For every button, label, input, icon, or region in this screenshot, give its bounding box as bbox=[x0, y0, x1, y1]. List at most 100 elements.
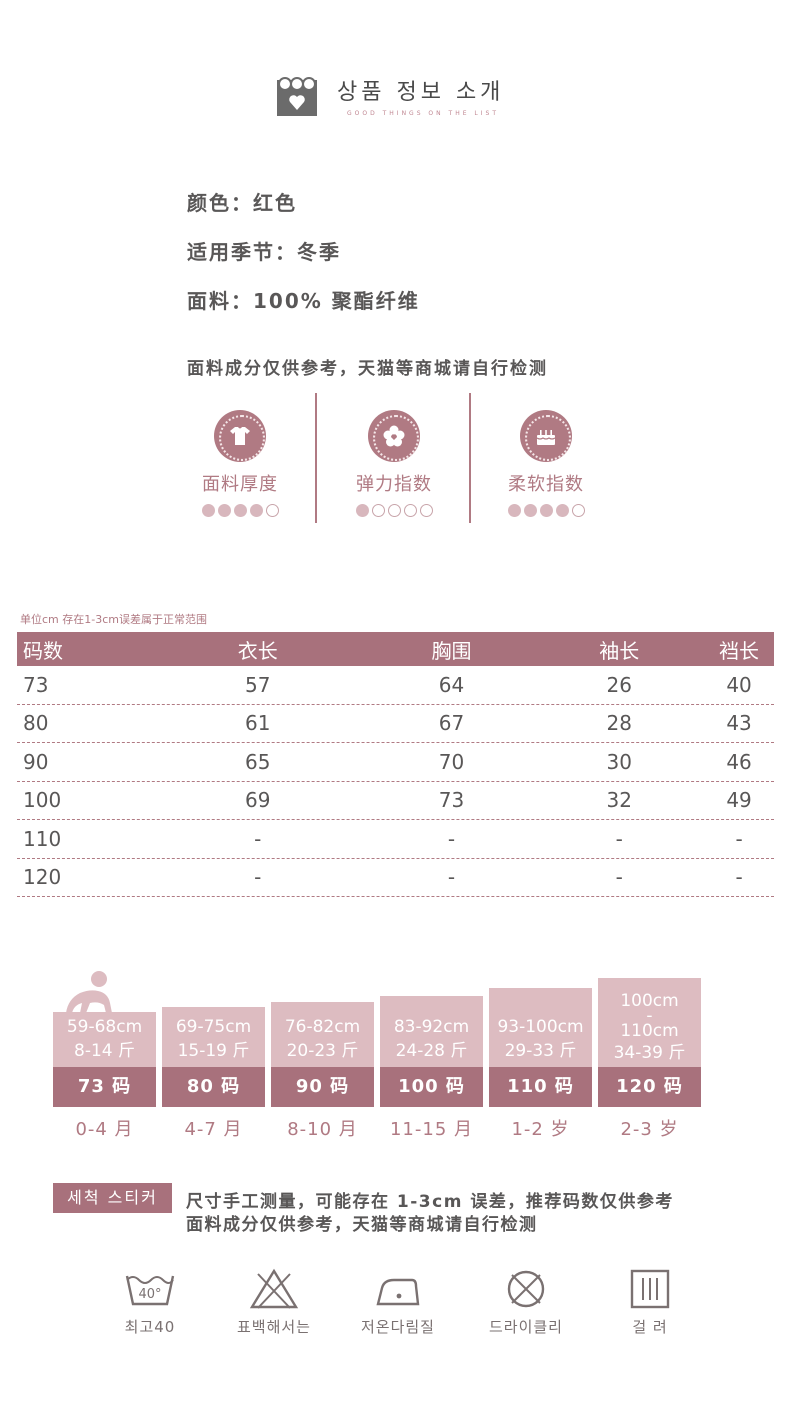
table-cell: 49 bbox=[726, 788, 752, 813]
season-value: 冬季 bbox=[297, 240, 341, 264]
size-bar: 93-100cm 29-33 斤 110 码 1-2 岁 bbox=[489, 988, 592, 1141]
size-code: 110 码 bbox=[489, 1067, 592, 1107]
height-range: 100cm bbox=[620, 991, 679, 1011]
size-code: 90 码 bbox=[271, 1067, 374, 1107]
table-cell: 30 bbox=[606, 749, 632, 774]
rating-dot-filled bbox=[217, 504, 231, 517]
table-cell: 80 bbox=[23, 711, 49, 736]
height-range: 59-68cm bbox=[66, 1017, 143, 1037]
size-code: 100 码 bbox=[380, 1067, 483, 1107]
age-range: 1-2 岁 bbox=[511, 1119, 570, 1140]
size-bar-range: 93-100cm 29-33 斤 bbox=[489, 988, 592, 1067]
divider bbox=[315, 393, 317, 523]
table-cell: 40 bbox=[726, 672, 752, 697]
divider bbox=[469, 393, 471, 523]
tip-line-1: 尺寸手工测量，可能存在 1-3cm 误差，推荐码数仅供参考 bbox=[186, 1192, 674, 1212]
table-cell: 65 bbox=[245, 749, 271, 774]
care-label: 걸 려 bbox=[632, 1318, 668, 1336]
rating-dots bbox=[170, 504, 310, 517]
height-range: 76-82cm bbox=[284, 1017, 361, 1037]
table-cell: - bbox=[447, 826, 456, 851]
weight-range: 24-28 斤 bbox=[395, 1041, 468, 1061]
weight-range: 20-23 斤 bbox=[286, 1041, 359, 1061]
rating-dot-empty bbox=[419, 504, 433, 517]
table-cell: - bbox=[735, 826, 743, 851]
rating-dots bbox=[476, 504, 616, 517]
table-cell: 57 bbox=[245, 672, 271, 697]
fabric-disclaimer: 面料成分仅供参考，天猫等商城请自行检测 bbox=[187, 359, 548, 379]
care-label: 표백해서는 bbox=[236, 1318, 311, 1336]
height-range-dash: - bbox=[646, 1006, 653, 1026]
table-cell: 46 bbox=[726, 749, 752, 774]
color-label: 颜色： bbox=[187, 191, 253, 215]
care-label: 최고40 bbox=[124, 1318, 176, 1336]
color-line: 颜色：红色 bbox=[187, 187, 297, 216]
table-row: 73 57 64 26 40 bbox=[17, 666, 774, 705]
weight-range: 29-33 斤 bbox=[504, 1041, 577, 1061]
table-cell: 32 bbox=[606, 788, 632, 813]
size-code: 120 码 bbox=[598, 1067, 701, 1107]
feature-label: 弹力指数 bbox=[356, 474, 432, 495]
care-label: 드라이클리 bbox=[488, 1318, 563, 1336]
age-range: 8-10 月 bbox=[287, 1119, 358, 1140]
table-cell: 43 bbox=[726, 711, 752, 736]
size-bar-range: 69-75cm 15-19 斤 bbox=[162, 1007, 265, 1067]
table-cell: 61 bbox=[245, 711, 271, 736]
care-dry: 걸 려 bbox=[600, 1268, 700, 1337]
height-range: 83-92cm bbox=[393, 1017, 470, 1037]
table-cell: 73 bbox=[438, 788, 465, 813]
tip-line-2: 面料成分仅供参考，天猫等商城请自行检测 bbox=[186, 1215, 538, 1235]
size-bar: 100cm - 110cm 34-39 斤 120 码 2-3 岁 bbox=[598, 978, 701, 1141]
age-range: 0-4 月 bbox=[75, 1119, 134, 1140]
age-range: 2-3 岁 bbox=[620, 1119, 679, 1140]
table-row: 100 69 73 32 49 bbox=[17, 782, 774, 820]
care-label: 저온다림질 bbox=[360, 1318, 435, 1336]
care-bleach: 표백해서는 bbox=[224, 1268, 324, 1337]
size-code: 80 码 bbox=[162, 1067, 265, 1107]
rating-dot-filled bbox=[523, 504, 537, 517]
no-dryclean-icon bbox=[507, 1270, 545, 1308]
table-cell: - bbox=[447, 865, 456, 890]
age-range: 4-7 月 bbox=[184, 1119, 243, 1140]
size-bar-range: 59-68cm 8-14 斤 bbox=[53, 1012, 156, 1067]
size-bar-range: 83-92cm 24-28 斤 bbox=[380, 996, 483, 1067]
fabric-line: 面料：100% 聚酯纤维 bbox=[187, 285, 420, 314]
size-bar: 59-68cm 8-14 斤 73 码 0-4 月 bbox=[53, 1012, 156, 1141]
height-range: 69-75cm bbox=[175, 1017, 252, 1037]
rating-dot-filled bbox=[355, 504, 369, 517]
header-cell: 裆长 bbox=[719, 638, 760, 663]
header-cell: 码数 bbox=[23, 638, 63, 663]
table-row: 110 - - - - bbox=[17, 820, 774, 859]
height-range: 93-100cm bbox=[497, 1017, 584, 1037]
table-cell: - bbox=[254, 865, 262, 890]
table-cell: 90 bbox=[23, 749, 49, 774]
brand-logo-icon bbox=[277, 76, 317, 116]
cake-icon bbox=[520, 410, 572, 462]
table-row: 80 61 67 28 43 bbox=[17, 705, 774, 743]
weight-range: 15-19 斤 bbox=[177, 1041, 250, 1061]
page-title: 상품 정보 소개 bbox=[337, 80, 505, 105]
height-range-upper: 110cm bbox=[620, 1021, 679, 1041]
size-code: 73 码 bbox=[53, 1067, 156, 1107]
table-cell: 28 bbox=[606, 711, 632, 736]
feature-label: 面料厚度 bbox=[202, 474, 278, 495]
feature-label: 柔软指数 bbox=[508, 474, 584, 495]
shirt-icon bbox=[214, 410, 266, 462]
rating-dot-empty bbox=[387, 504, 401, 517]
rating-dot-filled bbox=[507, 504, 521, 517]
fabric-value: 100% 聚酯纤维 bbox=[253, 289, 420, 313]
feature-thickness: 面料厚度 bbox=[170, 410, 310, 517]
rating-dot-filled bbox=[555, 504, 569, 517]
care-tag: 세척 스티커 bbox=[53, 1183, 172, 1213]
no-bleach-icon bbox=[249, 1268, 299, 1309]
rating-dot-empty bbox=[265, 504, 279, 517]
size-bar-range: 76-82cm 20-23 斤 bbox=[271, 1002, 374, 1067]
rating-dot-filled bbox=[539, 504, 553, 517]
header-cell: 袖长 bbox=[599, 638, 640, 663]
size-bar: 76-82cm 20-23 斤 90 码 8-10 月 bbox=[271, 1002, 374, 1141]
weight-range: 8-14 斤 bbox=[74, 1041, 135, 1061]
table-cell: 69 bbox=[245, 788, 271, 813]
table-cell: 73 bbox=[23, 672, 49, 697]
rating-dot-filled bbox=[233, 504, 247, 517]
table-cell: 110 bbox=[23, 826, 62, 851]
